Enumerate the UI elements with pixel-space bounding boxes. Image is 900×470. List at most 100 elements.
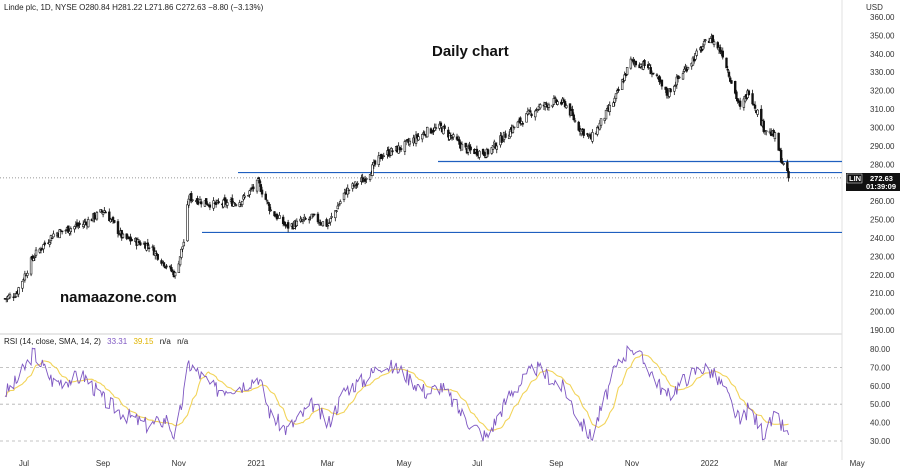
candle bbox=[738, 97, 742, 110]
candle bbox=[295, 218, 299, 227]
rsi-axis-tick: 70.00 bbox=[870, 363, 891, 372]
candle-body bbox=[711, 35, 715, 44]
candle-body bbox=[342, 192, 346, 200]
candle-body bbox=[556, 101, 559, 105]
candle bbox=[403, 139, 407, 156]
candle-body bbox=[762, 120, 765, 132]
candle-body bbox=[146, 242, 150, 246]
candle-body bbox=[125, 233, 128, 239]
candle bbox=[170, 264, 173, 273]
candle-body bbox=[736, 98, 739, 102]
candle-body bbox=[660, 79, 664, 87]
candle-body bbox=[573, 120, 577, 122]
candle bbox=[460, 141, 464, 151]
candle bbox=[552, 95, 556, 106]
candle-body bbox=[116, 221, 120, 234]
candle bbox=[108, 208, 111, 222]
candle bbox=[14, 291, 18, 298]
candle bbox=[381, 154, 384, 161]
rsi-layer bbox=[4, 345, 790, 442]
candle-body bbox=[599, 118, 603, 126]
candle bbox=[162, 262, 166, 268]
candle-body bbox=[553, 97, 557, 99]
candle bbox=[304, 216, 307, 221]
candle-body bbox=[787, 171, 790, 179]
candle-body bbox=[73, 226, 76, 230]
candle bbox=[452, 132, 455, 140]
candle-body bbox=[232, 202, 235, 207]
candle-body bbox=[147, 247, 151, 249]
candle bbox=[751, 89, 754, 106]
time-axis-tick: Nov bbox=[625, 459, 639, 468]
candle bbox=[247, 195, 250, 197]
candle-body bbox=[316, 213, 320, 223]
candle-body bbox=[248, 190, 251, 195]
candle-body bbox=[273, 211, 276, 217]
candle bbox=[371, 161, 374, 177]
candle-body bbox=[336, 205, 340, 210]
candle-body bbox=[181, 246, 184, 250]
rsi-legend-label: RSI (14, close, SMA, 14, 2) bbox=[4, 337, 101, 346]
candle bbox=[42, 244, 45, 253]
candle-body bbox=[408, 140, 412, 145]
candle-body bbox=[643, 60, 646, 67]
price-axis-tick: 360.00 bbox=[870, 13, 895, 22]
candle-body bbox=[450, 137, 454, 139]
candle-body bbox=[678, 76, 681, 79]
candle-body bbox=[443, 125, 446, 129]
candle bbox=[208, 201, 212, 211]
time-axis-tick: Sep bbox=[96, 459, 111, 468]
candle-body bbox=[337, 204, 341, 207]
candle-body bbox=[571, 108, 574, 116]
rsi-legend-na-1: n/a bbox=[160, 337, 172, 346]
candle-body bbox=[781, 161, 784, 164]
time-axis: Jul Sep Nov 2021 Mar May Jul Sep Nov 2022 Mar May bbox=[19, 459, 865, 468]
candle bbox=[334, 210, 337, 222]
candle bbox=[104, 210, 107, 214]
candle-body bbox=[243, 195, 246, 198]
candle-body bbox=[104, 211, 107, 214]
candle-body bbox=[191, 199, 194, 201]
candle-body bbox=[257, 177, 260, 180]
candle bbox=[368, 173, 372, 182]
candle-body bbox=[162, 262, 166, 267]
candle-body bbox=[265, 199, 269, 202]
candle-body bbox=[617, 89, 620, 91]
price-axis-tick: 350.00 bbox=[870, 31, 895, 40]
time-axis-tick: May bbox=[396, 459, 411, 468]
candle-body bbox=[460, 143, 464, 151]
candle bbox=[685, 65, 688, 73]
candle-body bbox=[685, 67, 688, 72]
price-axis-tick: 200.00 bbox=[870, 308, 895, 317]
candle-body bbox=[614, 93, 618, 99]
candle bbox=[572, 112, 575, 121]
candle bbox=[330, 212, 333, 219]
candle-body bbox=[596, 126, 599, 135]
candle bbox=[161, 260, 164, 263]
candle bbox=[521, 121, 525, 127]
candle bbox=[399, 145, 403, 152]
candle bbox=[779, 147, 783, 164]
candle-body bbox=[516, 121, 520, 128]
candle-body bbox=[252, 186, 255, 190]
candle bbox=[382, 152, 385, 158]
candle bbox=[678, 75, 681, 79]
candle bbox=[100, 208, 104, 215]
candle-body bbox=[534, 110, 537, 118]
rsi-line bbox=[4, 345, 790, 442]
candle bbox=[165, 263, 168, 270]
candle bbox=[356, 181, 359, 188]
candle bbox=[321, 221, 325, 227]
candle-body bbox=[529, 110, 532, 113]
last-price-badge: LIN 272.63 01:39:09 bbox=[846, 173, 900, 191]
candle-body bbox=[572, 114, 575, 121]
candle bbox=[519, 116, 522, 126]
candle-body bbox=[719, 47, 722, 53]
candle bbox=[478, 150, 481, 160]
candle-body bbox=[121, 233, 125, 238]
candle-body bbox=[313, 213, 316, 216]
candle-body bbox=[486, 149, 490, 155]
candle-body bbox=[603, 117, 606, 121]
candle bbox=[233, 202, 236, 205]
